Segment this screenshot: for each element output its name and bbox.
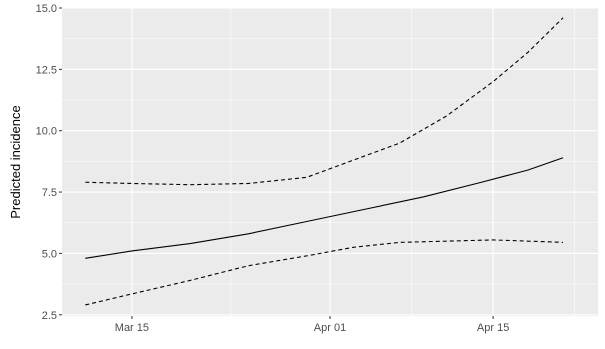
prediction-line [85,157,564,259]
y-tick-label: 15.0 [36,3,57,15]
y-tick-label: 12.5 [36,64,57,76]
minor-gridlines-x [230,8,575,316]
major-gridlines-x [131,8,494,316]
y-axis-title: Predicted incidence [8,105,23,218]
x-tick-label: Apr 15 [477,322,509,334]
x-tick-label: Mar 15 [115,322,149,334]
y-tick-label: 7.5 [42,187,57,199]
y-tick-label: 5.0 [42,248,57,260]
upper-bound-line [85,17,564,186]
y-tick-label: 10.0 [36,126,57,138]
lower-bound-line [85,239,564,306]
x-axis: Mar 15 Apr 01 Apr 15 [115,316,509,334]
y-tick-label: 2.5 [42,310,57,322]
series-layer [85,17,564,306]
y-axis: 2.5 5.0 7.5 10.0 12.5 15.0 [36,3,62,322]
x-tick-label: Apr 01 [314,322,346,334]
major-gridlines-y [62,7,598,316]
